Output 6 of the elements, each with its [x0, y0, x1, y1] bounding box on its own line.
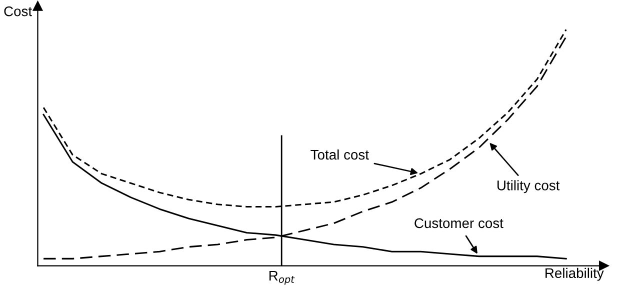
- annotation: Utility cost: [498, 180, 560, 194]
- x-axis-title: Reliability: [546, 268, 604, 281]
- annotation: Total cost: [310, 149, 369, 160]
- text: R$_{opt}$: [269, 270, 295, 285]
- y-axis-title: Cost: [4, 6, 32, 16]
- annotation: Customer cost: [414, 218, 504, 228]
